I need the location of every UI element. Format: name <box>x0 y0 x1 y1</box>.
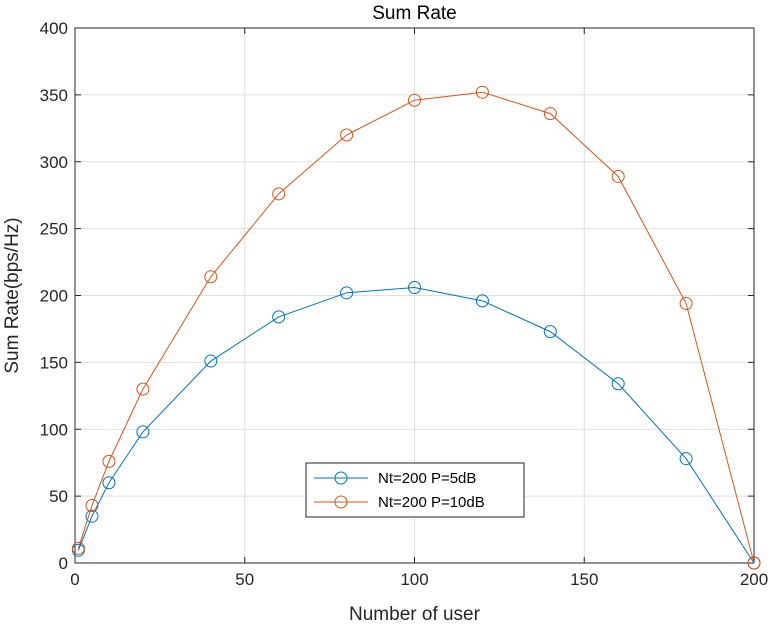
axes <box>74 27 755 564</box>
data-point <box>611 377 625 391</box>
x-tick-label: 200 <box>740 570 768 589</box>
data-point <box>340 286 354 300</box>
series-line <box>77 286 755 564</box>
data-point <box>340 128 354 142</box>
data-point <box>611 169 625 183</box>
data-point <box>747 556 761 570</box>
y-tick-label: 100 <box>40 420 68 439</box>
legend-item: Nt=200 P=10dB <box>314 494 485 511</box>
legend-marker <box>334 471 348 485</box>
data-point <box>679 297 693 311</box>
data-point <box>85 509 99 523</box>
data-point <box>543 107 557 121</box>
legend: Nt=200 P=5dB Nt=200 P=10dB <box>305 462 525 518</box>
chart-title: Sum Rate <box>372 3 456 24</box>
legend-label: Nt=200 P=10dB <box>378 494 485 511</box>
y-tick-label: 250 <box>40 220 68 239</box>
series-2 <box>71 85 761 570</box>
data-point <box>71 541 85 555</box>
legend-item: Nt=200 P=5dB <box>314 470 476 487</box>
x-axis-label: Number of user <box>349 604 481 625</box>
data-point <box>475 294 489 308</box>
x-tick-label: 100 <box>400 570 428 589</box>
data-point <box>85 498 99 512</box>
data-point <box>272 187 286 201</box>
y-tick-label: 400 <box>40 19 68 38</box>
data-point <box>136 425 150 439</box>
data-point <box>102 454 116 468</box>
y-tick-label: 150 <box>40 353 68 372</box>
series-line <box>77 91 755 564</box>
tick-labels: 0 50 100 150 200 0 50 100 150 200 250 300 350 400 <box>40 19 769 589</box>
x-tick-label: 50 <box>235 570 254 589</box>
x-tick-label: 150 <box>570 570 598 589</box>
legend-marker <box>334 495 348 509</box>
data-point <box>136 382 150 396</box>
y-tick-label: 200 <box>40 287 68 306</box>
y-tick-label: 300 <box>40 153 68 172</box>
data-point <box>475 85 489 99</box>
data-point <box>102 476 116 490</box>
series-layer <box>71 85 761 570</box>
data-point <box>408 280 421 294</box>
data-point <box>408 93 421 107</box>
legend-label: Nt=200 P=5dB <box>378 470 476 487</box>
data-point <box>543 325 557 339</box>
y-tick-label: 350 <box>40 86 68 105</box>
y-tick-label: 50 <box>49 487 68 506</box>
data-point <box>679 452 693 466</box>
data-point <box>204 354 218 368</box>
data-point <box>204 270 218 284</box>
x-tick-label: 0 <box>70 570 79 589</box>
y-tick-label: 0 <box>59 554 68 573</box>
data-point <box>272 310 286 324</box>
y-axis-label: Sum Rate(bps/Hz) <box>2 217 23 373</box>
